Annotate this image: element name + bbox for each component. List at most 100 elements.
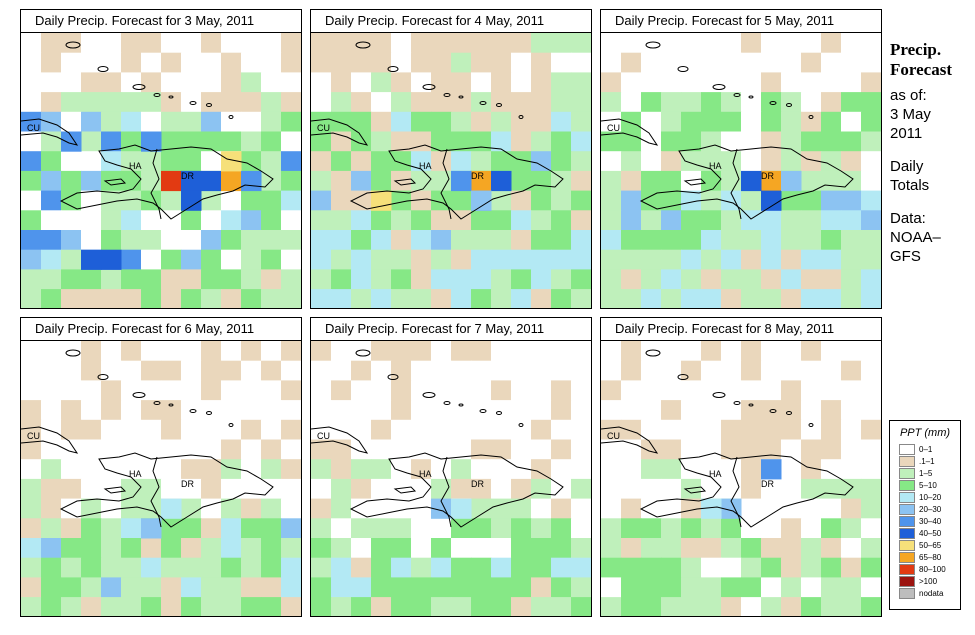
- precip-cell: [721, 269, 742, 290]
- precip-cell: [281, 577, 301, 598]
- precip-cell: [221, 498, 242, 519]
- precip-cell: [201, 538, 222, 559]
- precip-cell: [491, 33, 512, 54]
- precip-cell: [41, 557, 62, 578]
- bahamas-island: [228, 115, 234, 119]
- precip-cell: [201, 72, 222, 93]
- precip-cell: [821, 439, 842, 460]
- country-label-dominican_republic: DR: [181, 479, 194, 489]
- precip-cell: [801, 518, 822, 539]
- precip-cell: [801, 131, 822, 152]
- precip-cell: [221, 92, 242, 113]
- precip-cell: [221, 439, 242, 460]
- country-label-cuba: CU: [317, 123, 330, 133]
- precip-cell: [491, 341, 512, 362]
- precip-cell: [841, 249, 862, 270]
- precip-cell: [181, 52, 202, 73]
- precip-cell: [511, 289, 532, 308]
- precip-cell: [701, 419, 722, 440]
- precip-cell: [451, 459, 472, 480]
- precip-cell: [821, 131, 842, 152]
- precip-cell: [391, 577, 412, 598]
- precip-cell: [21, 419, 42, 440]
- country-label-haiti: HA: [709, 161, 722, 171]
- precip-cell: [281, 269, 301, 290]
- precip-cell: [701, 577, 722, 598]
- precip-cell: [861, 230, 881, 251]
- precip-cell: [551, 459, 572, 480]
- precip-cell: [701, 33, 722, 54]
- precip-cell: [531, 538, 552, 559]
- bahamas-island: [808, 115, 814, 119]
- precip-cell: [491, 400, 512, 421]
- precip-cell: [431, 557, 452, 578]
- precip-cell: [511, 170, 532, 192]
- precip-cell: [141, 72, 162, 93]
- precip-cell: [551, 210, 572, 231]
- precip-cell: [241, 210, 262, 231]
- data-source-line-3: GFS: [890, 248, 921, 265]
- forecast-date-line-1: 3 May: [890, 106, 931, 123]
- precip-cell: [411, 577, 432, 598]
- precip-cell: [491, 439, 512, 460]
- precip-cell: [701, 190, 722, 211]
- precip-cell: [101, 210, 122, 231]
- precip-cell: [841, 151, 862, 172]
- precip-cell: [641, 538, 662, 559]
- precip-cell: [701, 439, 722, 460]
- precip-cell: [741, 52, 762, 73]
- bahamas-island: [479, 409, 487, 413]
- precip-cell: [601, 439, 622, 460]
- legend-row: 1–5: [890, 467, 960, 479]
- precip-cell: [451, 360, 472, 381]
- haiti-dr-border: [150, 456, 162, 528]
- precip-cell: [391, 459, 412, 480]
- precip-cell: [281, 380, 301, 401]
- precip-cell: [531, 249, 552, 270]
- precip-cell: [431, 400, 452, 421]
- precip-cell-heavy: [201, 170, 222, 192]
- precip-cell: [61, 190, 82, 211]
- precip-cell: [821, 111, 842, 132]
- precip-cell: [411, 518, 432, 539]
- precip-cell: [861, 518, 881, 539]
- precip-cell: [571, 151, 591, 172]
- precip-cell: [41, 170, 62, 192]
- precip-cell: [311, 210, 332, 231]
- precip-cell: [721, 131, 742, 152]
- precip-cell-heavy: [101, 249, 122, 270]
- precip-cell: [241, 72, 262, 93]
- precip-cell: [181, 597, 202, 616]
- precip-cell: [661, 52, 682, 73]
- precip-cell: [61, 269, 82, 290]
- precip-cell: [311, 400, 332, 421]
- precip-cell: [101, 269, 122, 290]
- precip-cell: [841, 439, 862, 460]
- precip-cell: [761, 478, 782, 500]
- precip-cell: [351, 360, 372, 381]
- precip-cell: [601, 289, 622, 308]
- precip-cell: [261, 190, 282, 211]
- precip-cell: [801, 170, 822, 192]
- precip-cell: [781, 360, 802, 381]
- precip-cell: [841, 111, 862, 132]
- precip-cell: [531, 170, 552, 192]
- precip-cell-heavy: [761, 190, 782, 211]
- bahamas-island: [733, 93, 741, 97]
- precip-cell: [391, 518, 412, 539]
- precip-cell: [601, 577, 622, 598]
- precip-cell: [821, 289, 842, 308]
- precip-cell: [121, 597, 142, 616]
- precip-cell: [371, 439, 392, 460]
- precip-cell-heavy: [471, 190, 492, 211]
- precip-cell: [661, 190, 682, 211]
- bahamas-island: [769, 409, 777, 413]
- precip-cell: [61, 439, 82, 460]
- legend-swatch: [899, 587, 915, 599]
- precip-cell: [781, 151, 802, 172]
- precip-cell: [821, 249, 842, 270]
- gonave-island: [393, 486, 417, 494]
- precip-cell: [841, 33, 862, 54]
- precip-cell: [551, 419, 572, 440]
- precip-cell: [621, 269, 642, 290]
